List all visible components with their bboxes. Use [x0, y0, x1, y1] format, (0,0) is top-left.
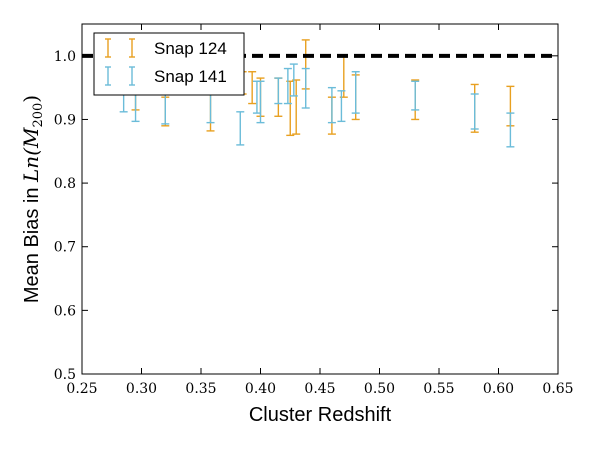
errorbar-snap141 — [256, 80, 265, 124]
y-tick-label: 0.8 — [54, 176, 76, 192]
x-tick-label: 0.30 — [126, 381, 157, 397]
legend-item-snap141: Snap 141 — [105, 66, 227, 86]
errorbar-snap141 — [274, 77, 283, 105]
errorbar-snap141 — [351, 71, 360, 114]
y-tick-label: 0.6 — [54, 303, 76, 319]
errorbar-snap141 — [161, 90, 170, 125]
errorbar-snap124 — [248, 71, 257, 105]
x-tick-label: 0.35 — [185, 381, 216, 397]
x-tick-label: 0.40 — [245, 381, 276, 397]
errorbar-snap141 — [327, 86, 336, 124]
legend-label: Snap 124 — [154, 39, 227, 58]
x-axis-title: Cluster Redshift — [249, 404, 392, 426]
errorbar-snap141 — [301, 67, 310, 109]
errorbar-snap141 — [470, 93, 479, 130]
y-axis-title: Mean Bias in Ln(M200) — [19, 95, 46, 303]
y-axis-title-math: Ln(M — [19, 127, 43, 183]
legend-box — [93, 32, 245, 96]
legend-label: Snap 141 — [154, 67, 227, 86]
legend: Snap 124 Snap 141 — [93, 32, 245, 96]
x-tick-label: 0.55 — [423, 381, 454, 397]
errorbar-snap141 — [131, 93, 140, 123]
x-tick-label: 0.25 — [66, 381, 97, 397]
x-tick-label: 0.60 — [483, 381, 514, 397]
errorbar-snap141 — [252, 80, 261, 114]
errorbar-snap141 — [236, 111, 245, 146]
y-axis-title-prefix: Mean Bias in — [21, 182, 43, 303]
errorbar-snap141 — [289, 63, 298, 97]
legend-item-snap124: Snap 124 — [105, 38, 227, 58]
x-tick-label: 0.50 — [364, 381, 395, 397]
axis-ticks: 0.25 0.30 0.35 0.40 0.45 0.50 0.55 0.60 0.65 0.5 0… — [54, 24, 574, 397]
errorbar-snap141 — [506, 112, 515, 148]
y-tick-label: 0.7 — [54, 240, 76, 256]
y-axis-title-subscript: 200 — [31, 103, 46, 128]
errorbar-snap141 — [411, 80, 420, 111]
errorbar-snap141 — [337, 90, 346, 123]
plot-marks — [119, 39, 515, 148]
errorbar-snap141 — [283, 67, 292, 105]
x-tick-label: 0.45 — [304, 381, 335, 397]
y-axis-title-close: ) — [19, 95, 43, 103]
y-tick-label: 0.9 — [54, 112, 76, 128]
y-tick-label: 0.5 — [54, 367, 76, 383]
y-tick-label: 1.0 — [54, 49, 76, 65]
x-tick-label: 0.65 — [542, 381, 573, 397]
